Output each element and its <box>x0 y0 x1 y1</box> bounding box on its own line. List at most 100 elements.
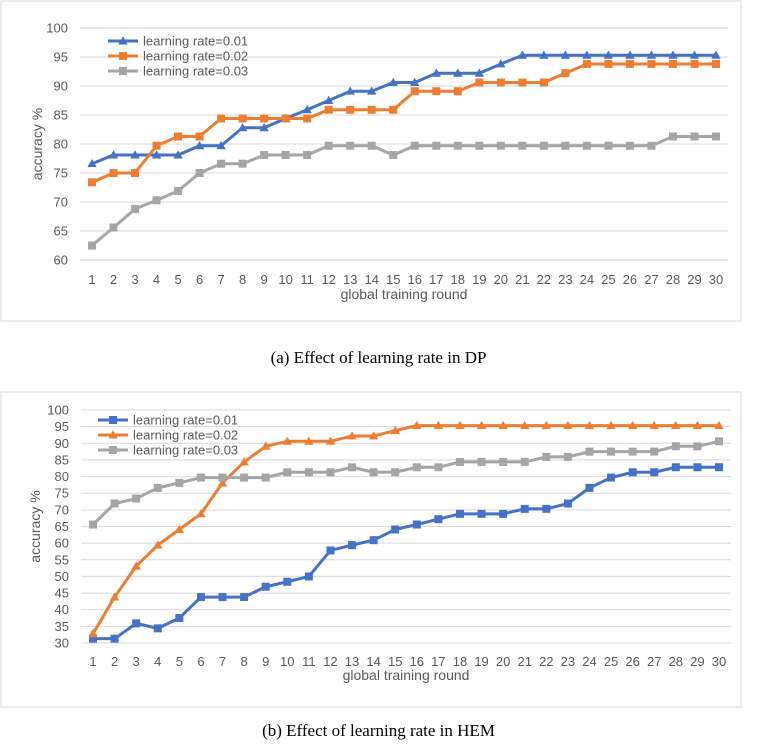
y-tick-label: 95 <box>54 50 68 65</box>
data-point <box>542 452 551 461</box>
data-point <box>671 463 680 472</box>
data-point <box>389 151 398 160</box>
x-tick-label: 29 <box>690 654 704 669</box>
data-point <box>109 169 118 177</box>
y-tick-label: 65 <box>54 224 68 239</box>
data-point <box>649 420 659 430</box>
data-point <box>496 78 505 87</box>
data-point <box>539 78 548 87</box>
x-tick-label: 9 <box>261 272 268 287</box>
data-point <box>410 87 419 96</box>
legend-label: learning rate=0.03 <box>143 64 248 79</box>
x-axis-label: global training round <box>343 667 470 683</box>
data-point <box>477 509 486 518</box>
data-point <box>237 123 248 132</box>
x-tick-label: 11 <box>302 654 316 669</box>
data-point <box>625 141 634 150</box>
data-point <box>153 483 162 492</box>
data-point <box>130 150 140 159</box>
data-point <box>389 105 398 114</box>
legend-label: learning rate=0.03 <box>133 443 238 458</box>
data-point <box>261 473 270 482</box>
data-point <box>152 196 161 205</box>
x-axis-label: global training round <box>341 286 468 302</box>
data-point <box>625 50 635 59</box>
data-point <box>217 114 226 123</box>
data-point <box>87 158 97 168</box>
data-point <box>152 141 161 150</box>
data-point <box>174 186 183 195</box>
data-point <box>261 582 270 591</box>
data-point <box>89 520 97 529</box>
legend-label: learning rate=0.01 <box>133 413 238 428</box>
data-point <box>304 436 314 445</box>
x-tick-label: 10 <box>280 654 294 669</box>
data-point <box>715 463 723 472</box>
data-point <box>367 86 377 95</box>
x-tick-label: 26 <box>623 272 637 287</box>
data-point <box>433 420 444 430</box>
data-point <box>390 425 400 435</box>
data-point <box>584 420 595 430</box>
data-point <box>689 50 700 59</box>
data-point <box>369 468 378 477</box>
data-point <box>560 50 571 59</box>
series-2 <box>88 420 724 638</box>
data-point <box>367 105 376 114</box>
data-point <box>542 504 551 513</box>
data-point <box>561 141 570 150</box>
legend-marker <box>109 446 117 454</box>
data-point <box>628 468 637 477</box>
data-point <box>239 457 249 466</box>
x-tick-label: 24 <box>582 654 596 669</box>
data-point <box>582 59 591 68</box>
data-point <box>455 420 465 430</box>
y-tick-label: 40 <box>55 602 69 617</box>
x-tick-label: 8 <box>239 272 246 287</box>
data-point <box>131 561 141 570</box>
data-point <box>216 140 226 150</box>
data-point <box>693 463 702 472</box>
x-tick-label: 26 <box>625 654 639 669</box>
legend-marker <box>119 67 127 75</box>
data-point <box>496 141 505 150</box>
series-1 <box>89 463 723 643</box>
data-point <box>175 614 184 623</box>
data-point <box>132 494 141 503</box>
data-point <box>131 169 140 177</box>
y-tick-label: 100 <box>47 403 69 418</box>
data-point <box>88 628 98 638</box>
data-point <box>368 431 379 440</box>
data-point <box>174 524 185 533</box>
data-point <box>369 536 378 545</box>
x-tick-label: 12 <box>321 272 335 287</box>
data-point <box>647 141 656 150</box>
data-point <box>89 634 97 643</box>
x-tick-label: 15 <box>388 654 402 669</box>
data-point <box>110 634 119 643</box>
x-tick-label: 18 <box>453 654 467 669</box>
data-point <box>88 241 96 250</box>
data-point <box>88 178 96 187</box>
data-point <box>109 223 118 232</box>
x-tick-label: 25 <box>604 654 618 669</box>
data-point <box>412 420 422 430</box>
x-tick-label: 23 <box>561 654 575 669</box>
data-point <box>326 468 335 477</box>
data-point <box>518 141 527 150</box>
data-point <box>539 141 548 150</box>
data-point <box>563 420 573 430</box>
data-point <box>432 87 441 96</box>
data-point <box>174 132 183 141</box>
y-tick-label: 75 <box>55 486 69 501</box>
data-point <box>499 457 508 466</box>
x-tick-label: 17 <box>431 654 445 669</box>
data-point <box>325 436 336 445</box>
legend-label: learning rate=0.02 <box>143 49 248 64</box>
data-point <box>132 619 141 628</box>
data-point <box>496 59 506 68</box>
x-tick-label: 18 <box>451 272 465 287</box>
legend-label: learning rate=0.01 <box>143 34 248 49</box>
